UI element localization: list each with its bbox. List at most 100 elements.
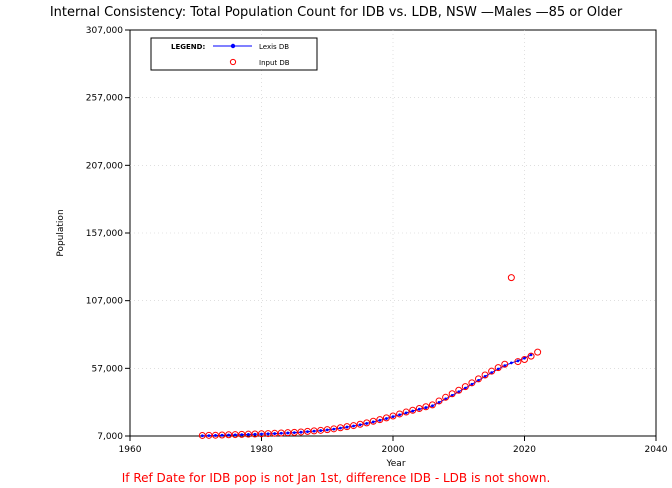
- data-point-lexis-db: [214, 434, 217, 437]
- data-point-input-db: [376, 416, 384, 424]
- data-point-input-db: [323, 426, 331, 434]
- x-tick-label: 2000: [382, 445, 405, 455]
- series-layer: [198, 274, 542, 439]
- y-axis-label: Population: [56, 209, 66, 256]
- data-point-input-db: [527, 352, 535, 360]
- data-point-input-db: [415, 405, 423, 413]
- data-point-input-db: [501, 360, 509, 368]
- data-point-input-db: [468, 379, 476, 387]
- data-point-lexis-db: [477, 378, 480, 382]
- series-input-db: [198, 274, 542, 439]
- data-point-lexis-db: [503, 364, 507, 368]
- data-point-lexis-db: [404, 411, 408, 415]
- data-point-input-db: [225, 431, 233, 439]
- data-point-lexis-db: [516, 359, 520, 363]
- y-tick-label: 107,000: [86, 297, 123, 307]
- data-point-input-db: [448, 390, 456, 398]
- data-point-lexis-db: [365, 422, 369, 425]
- y-tick-label: 157,000: [86, 229, 123, 239]
- data-point-input-db: [455, 386, 463, 394]
- data-point-lexis-db: [299, 430, 303, 434]
- data-point-lexis-db: [286, 431, 290, 435]
- data-point-input-db: [507, 274, 515, 282]
- data-point-lexis-db: [450, 394, 454, 397]
- data-point-lexis-db: [431, 404, 434, 408]
- series-lexis-db: [200, 353, 533, 438]
- data-point-input-db: [205, 431, 213, 439]
- data-point-input-db: [330, 425, 338, 433]
- data-point-lexis-db: [378, 418, 382, 422]
- data-point-input-db: [402, 408, 410, 416]
- legend-entry-input: Input DB: [259, 59, 290, 67]
- data-point-lexis-db: [332, 427, 336, 431]
- data-point-lexis-db: [253, 432, 257, 436]
- data-point-input-db: [494, 364, 502, 372]
- x-tick-label: 1980: [250, 445, 273, 455]
- data-point-lexis-db: [424, 406, 428, 409]
- data-point-input-db: [356, 420, 364, 428]
- data-point-input-db: [514, 358, 522, 366]
- y-axis: 7,000 57,000 107,000 157,000 207,000 257,000 3…: [86, 26, 130, 442]
- data-point-input-db: [218, 431, 226, 439]
- data-point-input-db: [350, 422, 358, 430]
- data-point-input-db: [336, 424, 344, 432]
- data-point-input-db: [198, 431, 206, 439]
- data-point-lexis-db: [260, 432, 263, 436]
- data-point-input-db: [284, 429, 292, 437]
- data-point-lexis-db: [279, 431, 283, 435]
- data-point-lexis-db: [325, 428, 329, 432]
- y-tick-label: 307,000: [86, 26, 123, 36]
- data-point-input-db: [290, 428, 298, 436]
- data-point-input-db: [435, 397, 443, 405]
- data-point-input-db: [277, 429, 285, 437]
- data-point-lexis-db: [358, 423, 362, 427]
- x-tick-label: 1960: [119, 445, 142, 455]
- legend-marker-input: [229, 58, 237, 66]
- data-point-input-db: [461, 383, 469, 391]
- data-point-input-db: [317, 426, 325, 434]
- legend-entry-lexis: Lexis DB: [259, 43, 289, 51]
- data-point-lexis-db: [371, 420, 375, 424]
- y-tick-label: 207,000: [86, 161, 123, 171]
- data-point-lexis-db: [385, 417, 388, 420]
- data-point-lexis-db: [319, 429, 323, 432]
- data-point-input-db: [258, 430, 265, 438]
- data-point-input-db: [343, 423, 351, 431]
- data-point-input-db: [251, 430, 259, 438]
- footer-note: If Ref Date for IDB pop is not Jan 1st, …: [122, 471, 551, 485]
- data-point-lexis-db: [273, 432, 277, 435]
- data-point-lexis-db: [523, 356, 526, 360]
- legend: LEGEND: Lexis DB Input DB: [150, 37, 318, 71]
- data-point-lexis-db: [227, 433, 231, 437]
- data-point-lexis-db: [345, 425, 349, 429]
- x-axis-label: Year: [385, 459, 405, 469]
- data-point-lexis-db: [306, 430, 309, 434]
- data-point-lexis-db: [312, 429, 316, 433]
- chart-title: Internal Consistency: Total Population C…: [50, 5, 623, 20]
- data-point-lexis-db: [292, 431, 296, 435]
- data-point-lexis-db: [398, 413, 401, 417]
- grid: [130, 30, 656, 436]
- data-point-lexis-db: [240, 433, 244, 437]
- data-point-input-db: [310, 427, 318, 435]
- data-point-lexis-db: [529, 353, 533, 357]
- data-point-input-db: [474, 375, 482, 383]
- data-point-input-db: [382, 414, 390, 422]
- data-point-input-db: [231, 431, 239, 439]
- legend-dot-lexis: [230, 43, 236, 49]
- x-axis: 1960 1980 2000 2020 2040: [119, 436, 668, 455]
- data-point-lexis-db: [457, 390, 461, 394]
- data-point-lexis-db: [233, 433, 237, 437]
- data-point-input-db: [304, 427, 312, 435]
- data-point-input-db: [534, 348, 542, 356]
- x-tick-label: 2040: [645, 445, 668, 455]
- data-point-input-db: [481, 371, 489, 379]
- data-point-input-db: [521, 356, 528, 364]
- data-point-lexis-db: [352, 424, 355, 428]
- data-point-input-db: [363, 419, 371, 427]
- data-point-lexis-db: [490, 371, 494, 375]
- data-point-lexis-db: [200, 434, 204, 438]
- data-point-lexis-db: [391, 415, 395, 419]
- data-point-input-db: [369, 417, 377, 425]
